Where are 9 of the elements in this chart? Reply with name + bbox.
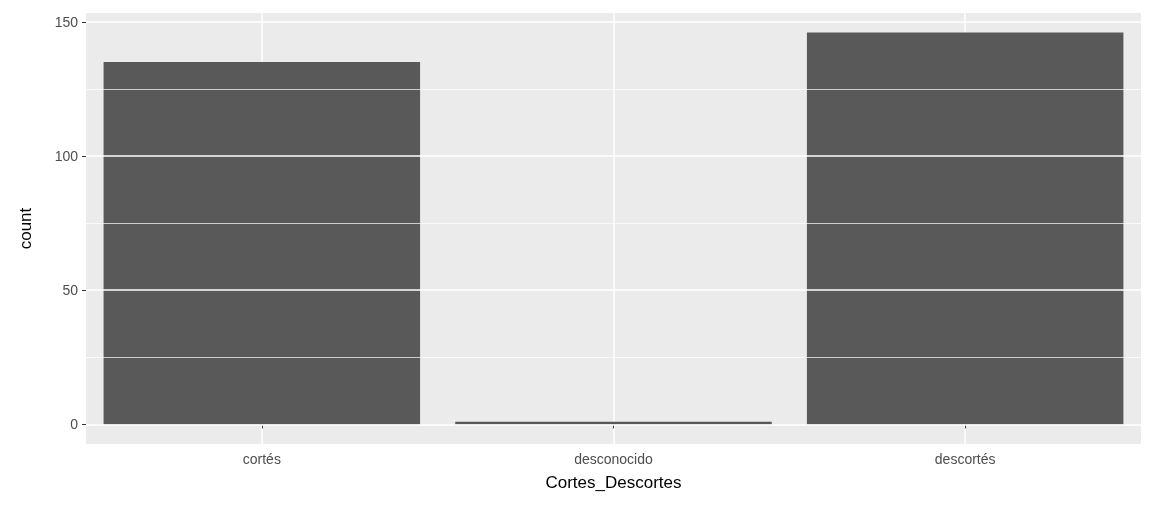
x-tick-label: cortés <box>242 451 281 467</box>
y-tick-label: 150 <box>54 13 79 30</box>
x-tick-label: desconocido <box>574 451 654 467</box>
y-tick-label: 0 <box>70 416 79 433</box>
y-axis-title: count <box>16 207 35 250</box>
x-axis-title: Cortes_Descortes <box>545 473 682 492</box>
y-tick-label: 100 <box>54 148 79 165</box>
y-tick-label: 50 <box>62 282 79 299</box>
x-tick-label: descortés <box>934 451 996 467</box>
